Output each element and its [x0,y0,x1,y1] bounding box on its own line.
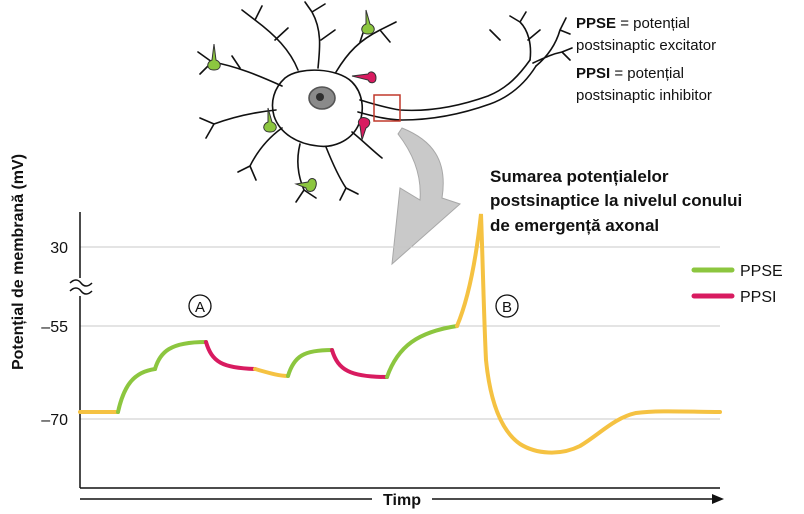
marker-a-label: A [195,299,205,316]
neuron-illustration [197,1,573,203]
ppsi-definition-text: = potențial [610,65,684,82]
ppse-segment [385,324,459,379]
action-potential-segment [455,213,722,455]
inhibitory-synapse [351,71,377,84]
ppsi-abbreviation: PPSI [576,65,610,82]
synapse-terminals [207,9,377,192]
ppsi-definition-line-2: postsinaptic inhibitor [576,87,712,104]
summary-caption: Sumarea potențialelor postsinaptice la n… [490,167,742,235]
axon-hillock-box [373,94,401,122]
y-axis-label: Potențial de membrană (mV) [10,154,27,370]
excitatory-synapse [207,43,221,71]
y-tick-label: –55 [41,319,68,336]
y-tick-label: –70 [41,412,68,429]
x-axis-label: Timp [383,492,421,509]
ppse-segment [153,340,208,371]
ppsi-definition-line-1: PPSI = potențial [576,65,684,82]
legend: PPSE PPSI [691,263,783,306]
dendrite [335,21,397,73]
ppse-segment [286,348,334,378]
excitatory-synapse [294,178,317,192]
dendrite [199,109,277,139]
y-tick-label: 30 [50,240,68,257]
ppse-definition-text: = potențial [616,15,690,32]
dendrite [351,131,383,159]
dendrite [295,143,317,203]
dendrite [241,5,299,71]
nucleolus [316,93,324,101]
ppse-segment [116,367,157,414]
excitatory-synapse [263,107,277,133]
ppse-definition-line-1: PPSE = potențial [576,15,690,32]
membrane-potential-chart: 30 –55 –70 Potențial de membrană (mV) Ti… [10,154,783,509]
definitions: PPSE = potențial postsinaptic excitator … [576,15,716,104]
axon [359,59,531,112]
ppsi-segment [330,348,389,379]
legend-label-ppsi: PPSI [740,289,776,306]
neutral-segment [253,367,290,378]
inhibitory-synapse [357,117,371,141]
marker-b: B [495,294,519,318]
zoom-arrow [391,127,461,266]
axon [357,65,537,121]
ppse-definition-line-2: postsinaptic excitator [576,37,716,54]
summary-line-1: Sumarea potențialelor [490,167,669,186]
dendrite [237,127,283,181]
axon-terminal [489,11,573,67]
excitatory-synapse [361,9,375,35]
summary-line-2: postsinaptice la nivelul conului [490,191,742,210]
dendrite [197,51,283,87]
time-axis-arrow [80,494,724,504]
axis-break-icon [69,278,93,296]
ppsi-segment [204,340,257,371]
dendrite [325,146,359,201]
marker-a: A [188,294,212,318]
summary-line-3: de emergență axonal [490,216,659,235]
legend-label-ppse: PPSE [740,263,783,280]
marker-b-label: B [502,299,512,316]
dendrite [304,1,336,69]
ppse-abbreviation: PPSE [576,15,616,32]
potential-trace [78,213,722,455]
